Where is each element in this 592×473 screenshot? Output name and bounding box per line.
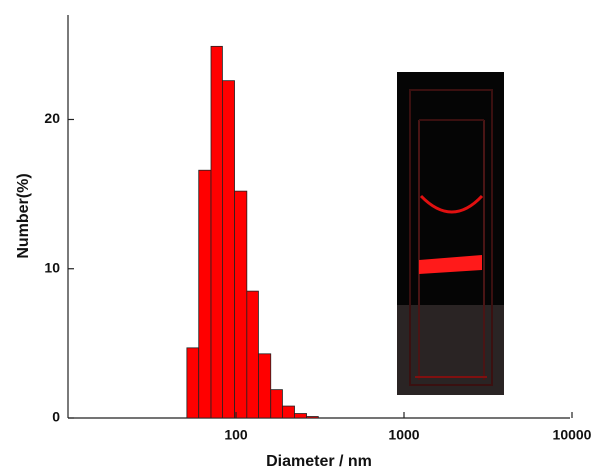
bar — [246, 290, 259, 419]
bar — [234, 190, 248, 419]
x-tick-label: 10000 — [553, 427, 592, 443]
bar — [258, 353, 272, 419]
y-tick-label: 10 — [44, 259, 60, 275]
inset-photo — [397, 72, 504, 395]
bar — [210, 45, 223, 419]
x-axis-label: Diameter / nm — [266, 453, 372, 470]
bar — [222, 80, 235, 419]
bar — [270, 389, 283, 419]
bar — [282, 405, 295, 419]
x-tick-label: 100 — [224, 427, 248, 443]
y-axis-label: Number(%) — [15, 173, 32, 258]
x-tick-label: 1000 — [388, 427, 419, 443]
bar — [186, 347, 200, 419]
y-tick-label: 0 — [52, 409, 60, 425]
y-tick-label: 20 — [44, 110, 60, 126]
bar — [198, 169, 212, 419]
bar — [294, 413, 307, 419]
bar — [306, 416, 319, 419]
